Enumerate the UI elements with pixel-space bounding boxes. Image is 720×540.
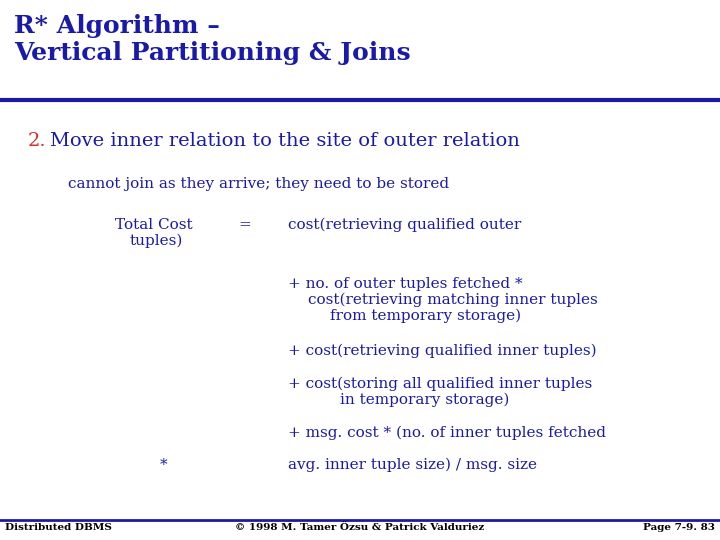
Text: + no. of outer tuples fetched *: + no. of outer tuples fetched * (288, 277, 523, 291)
Text: R* Algorithm –: R* Algorithm – (14, 14, 220, 38)
Text: © 1998 M. Tamer Özsu & Patrick Valduriez: © 1998 M. Tamer Özsu & Patrick Valduriez (235, 523, 485, 532)
Text: tuples): tuples) (130, 234, 184, 248)
Text: Distributed DBMS: Distributed DBMS (5, 523, 112, 532)
Text: avg. inner tuple size) / msg. size: avg. inner tuple size) / msg. size (288, 458, 537, 472)
Text: + msg. cost * (no. of inner tuples fetched: + msg. cost * (no. of inner tuples fetch… (288, 426, 606, 441)
Text: Total Cost: Total Cost (115, 218, 193, 232)
Text: Page 7-9. 83: Page 7-9. 83 (643, 523, 715, 532)
Text: 2.: 2. (28, 132, 47, 150)
Text: in temporary storage): in temporary storage) (340, 393, 509, 407)
Text: Move inner relation to the site of outer relation: Move inner relation to the site of outer… (50, 132, 520, 150)
Text: cannot join as they arrive; they need to be stored: cannot join as they arrive; they need to… (68, 177, 449, 191)
Text: =: = (238, 218, 251, 232)
Text: + cost(storing all qualified inner tuples: + cost(storing all qualified inner tuple… (288, 377, 593, 392)
Text: *: * (160, 458, 168, 472)
Text: from temporary storage): from temporary storage) (330, 309, 521, 323)
Text: + cost(retrieving qualified inner tuples): + cost(retrieving qualified inner tuples… (288, 344, 597, 359)
Text: cost(retrieving matching inner tuples: cost(retrieving matching inner tuples (308, 293, 598, 307)
Text: cost(retrieving qualified outer: cost(retrieving qualified outer (288, 218, 521, 232)
Text: Vertical Partitioning & Joins: Vertical Partitioning & Joins (14, 41, 410, 65)
